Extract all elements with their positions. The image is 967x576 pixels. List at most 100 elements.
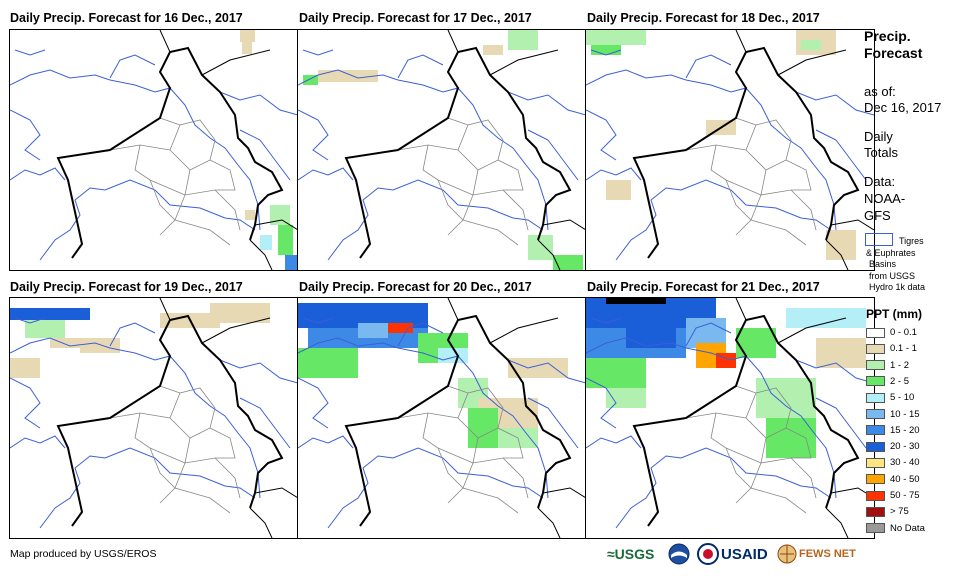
precip-patch	[508, 358, 568, 378]
country-border	[447, 30, 586, 270]
legend-label: 10 - 15	[890, 408, 920, 420]
river-line	[527, 129, 579, 181]
basin-line3: Basins	[869, 259, 897, 269]
province-boundary	[472, 457, 529, 499]
province-boundary	[497, 427, 524, 459]
province-boundary	[745, 119, 792, 171]
river-line	[10, 69, 261, 231]
totals-line2: Totals	[864, 145, 898, 160]
river-line	[327, 179, 544, 261]
basin-line2: & Euphrates	[866, 247, 916, 258]
province-boundary	[437, 179, 519, 246]
province-boundary	[159, 385, 181, 394]
province-boundary	[735, 117, 757, 126]
river-line	[615, 447, 832, 529]
province-boundary	[785, 427, 812, 459]
sidebar-title: Precip. Forecast	[864, 28, 922, 62]
province-boundary	[447, 117, 469, 126]
panel-title-2: Daily Precip. Forecast for 17 Dec., 2017	[299, 11, 532, 25]
fewsnet-globe-icon	[777, 544, 797, 564]
country-border	[447, 298, 586, 538]
province-boundary	[184, 457, 241, 499]
precip-patch	[318, 70, 378, 82]
totals-line1: Daily	[864, 129, 893, 144]
province-boundary	[109, 412, 191, 504]
river-line	[14, 49, 46, 56]
river-line	[298, 435, 354, 449]
precip-patch	[786, 308, 866, 328]
legend-swatch	[866, 457, 885, 468]
legend-item: 30 - 40	[866, 455, 920, 470]
legend-title: PPT (mm)	[866, 307, 923, 321]
precip-patch	[210, 303, 270, 323]
province-boundary	[184, 189, 241, 231]
precip-patch	[245, 210, 255, 220]
province-boundary	[457, 119, 504, 171]
panel-title-4: Daily Precip. Forecast for 19 Dec., 2017	[10, 280, 243, 294]
legend-label: 0 - 0.1	[890, 327, 917, 338]
legend-swatch	[866, 360, 885, 371]
usaid-logo-text: USAID	[721, 545, 768, 563]
river-line	[586, 377, 617, 429]
province-boundary	[169, 387, 216, 439]
legend-label: 0.1 - 1	[890, 343, 917, 355]
panel-title-3: Daily Precip. Forecast for 18 Dec., 2017	[587, 11, 820, 25]
province-boundary	[149, 179, 231, 246]
legend-label: 15 - 20	[890, 424, 920, 436]
river-line	[14, 317, 46, 324]
precip-patch	[303, 75, 318, 85]
river-line	[527, 397, 579, 449]
river-line	[219, 91, 298, 116]
data-source-line2: NOAA-	[864, 191, 906, 206]
province-boundary	[159, 117, 181, 126]
precip-patch	[586, 30, 646, 45]
province-boundary	[785, 159, 812, 191]
river-line	[10, 337, 261, 499]
legend-label: > 75	[890, 506, 909, 518]
legend-item: 20 - 30	[866, 439, 920, 454]
river-line	[298, 109, 329, 161]
forecast-map-20-dec	[297, 297, 587, 539]
basin-line5: Hydro 1k data	[869, 282, 926, 292]
legend-swatch	[866, 506, 885, 517]
precip-patch	[438, 348, 468, 363]
province-boundary	[685, 144, 767, 236]
river-line	[10, 167, 66, 181]
totals-block: Daily Totals	[864, 129, 898, 161]
forecast-map-21-dec	[585, 297, 875, 539]
precip-patch	[553, 255, 583, 270]
province-boundary	[447, 385, 469, 394]
fewsnet-logo: FEWS NET	[777, 543, 856, 565]
river-line	[815, 129, 867, 181]
river-line	[795, 91, 874, 116]
river-line	[109, 54, 156, 79]
river-line	[795, 359, 874, 384]
province-boundary	[735, 385, 757, 394]
river-line	[239, 129, 291, 181]
river-line	[298, 69, 549, 231]
precip-patch	[285, 255, 297, 270]
province-boundary	[685, 412, 767, 504]
river-line	[507, 91, 586, 116]
basin-legend: Tigres & Euphrates Basins from USGS Hydr…	[866, 236, 966, 294]
river-line	[298, 377, 329, 429]
precip-patch	[242, 42, 252, 54]
legend-label: 5 - 10	[890, 392, 915, 404]
legend-label: 40 - 50	[890, 473, 920, 485]
legend-swatch	[866, 409, 885, 419]
country-border	[632, 46, 860, 259]
province-boundary	[710, 144, 762, 196]
province-boundary	[209, 159, 236, 191]
fewsnet-logo-text: FEWS NET	[799, 548, 856, 560]
legend-item: 2 - 5	[866, 374, 909, 389]
river-line	[590, 317, 622, 324]
river-line	[239, 397, 291, 449]
country-border	[344, 314, 572, 527]
basin-swatch	[865, 233, 893, 246]
data-source-block: Data: NOAA- GFS	[864, 173, 905, 224]
legend-item: 1 - 2	[866, 358, 909, 373]
precip-patch	[260, 235, 272, 250]
province-boundary	[710, 412, 762, 464]
precip-patch	[10, 308, 90, 320]
panel-title-5: Daily Precip. Forecast for 20 Dec., 2017	[299, 280, 532, 294]
